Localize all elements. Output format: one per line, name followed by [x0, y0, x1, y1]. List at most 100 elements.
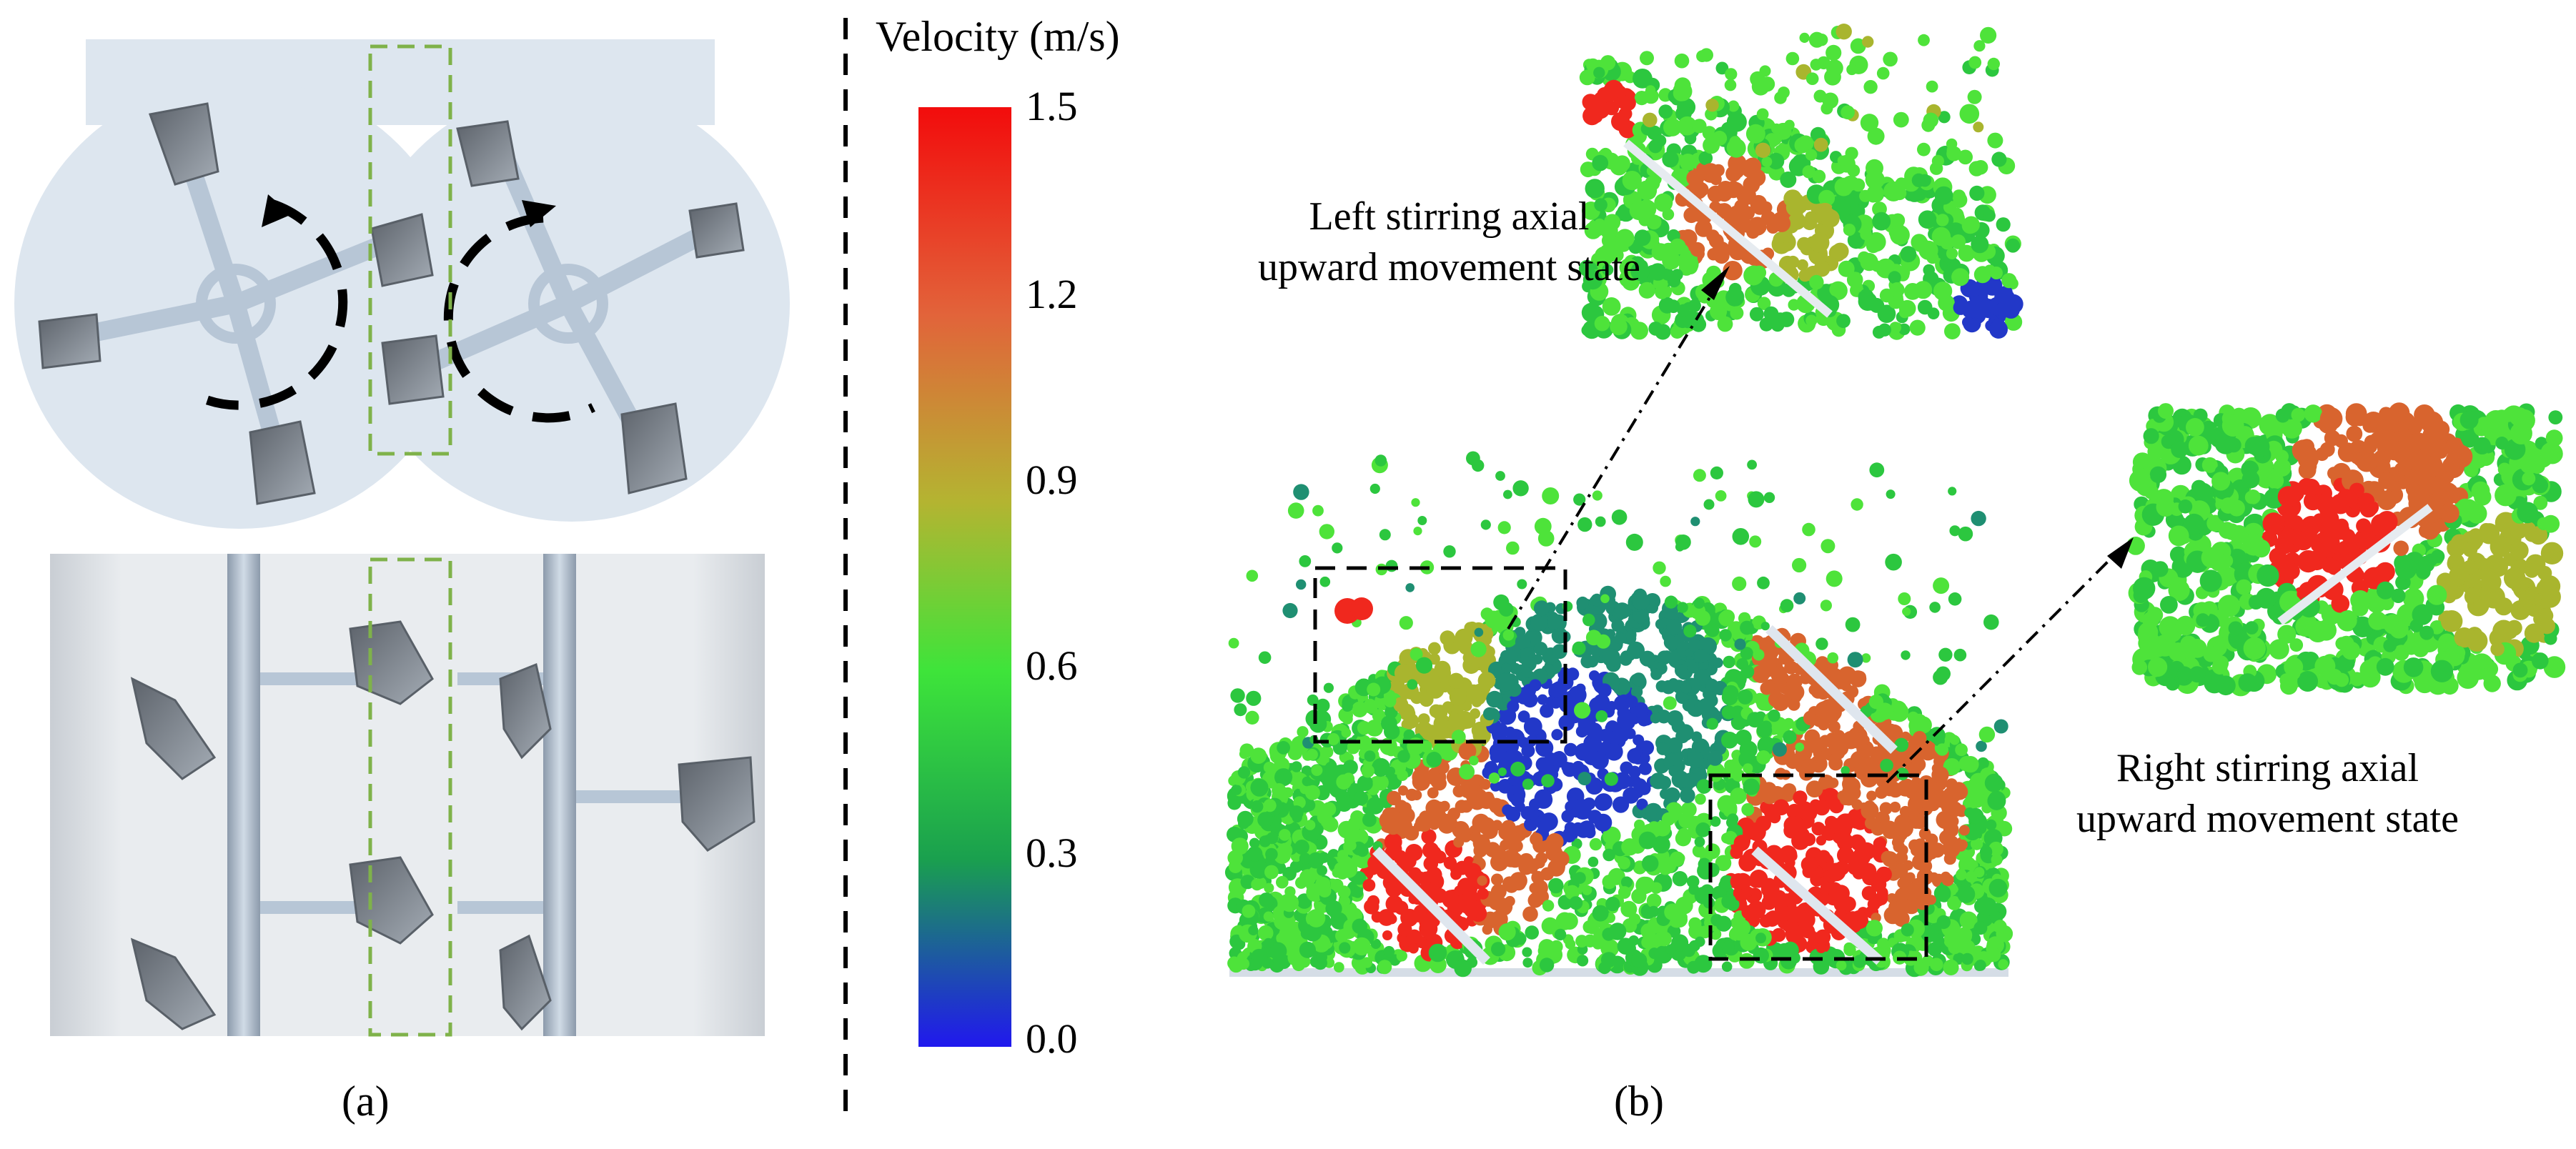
particle: [1573, 493, 1586, 506]
particle: [1837, 790, 1848, 801]
particle: [1551, 681, 1567, 697]
particle: [1322, 776, 1336, 790]
particle: [1457, 877, 1475, 895]
particle: [1838, 260, 1855, 277]
particle: [1662, 251, 1681, 270]
particle: [2274, 536, 2294, 554]
particle: [2143, 428, 2159, 444]
particle: [1624, 727, 1636, 740]
particle: [1299, 555, 1312, 567]
particle: [1717, 795, 1736, 814]
particle: [1983, 614, 1999, 630]
particle: [1489, 742, 1507, 760]
particle: [1383, 945, 1395, 958]
particle: [1860, 114, 1879, 132]
particle: [1454, 959, 1472, 978]
particle: [1542, 900, 1555, 912]
particle: [2307, 620, 2329, 642]
particle: [1662, 151, 1679, 168]
particle: [1874, 710, 1886, 722]
particle: [1663, 635, 1678, 650]
particle: [1747, 459, 1758, 470]
particle: [2346, 444, 2360, 457]
particle: [1258, 651, 1272, 665]
particle: [1933, 577, 1950, 595]
particle: [1782, 783, 1797, 797]
particle: [1724, 669, 1743, 687]
particle: [1333, 962, 1344, 973]
particle: [1510, 761, 1526, 777]
particle: [1820, 539, 1836, 554]
particle: [1757, 297, 1771, 311]
particle: [1678, 121, 1693, 136]
particle: [1577, 517, 1592, 532]
particle: [1279, 829, 1291, 841]
particle: [1822, 92, 1839, 109]
particle: [1833, 896, 1850, 912]
particle: [1325, 900, 1342, 917]
particle: [1634, 229, 1651, 247]
particle: [2485, 410, 2507, 433]
particle: [1287, 502, 1304, 519]
particle: [2002, 294, 2018, 311]
particle: [2481, 667, 2496, 682]
particle: [1419, 692, 1434, 707]
particle: [1227, 850, 1243, 866]
particle: [1248, 925, 1259, 936]
particle: [1263, 911, 1274, 922]
particle: [1316, 951, 1327, 963]
particle: [1415, 657, 1433, 674]
particle: [2537, 517, 2550, 531]
particle: [2304, 404, 2322, 423]
particle: [1363, 700, 1378, 714]
particle: [2275, 408, 2290, 423]
particle: [2532, 477, 2549, 494]
particle: [1501, 662, 1512, 674]
right-annotation-line2: upward movement state: [2076, 797, 2459, 842]
particle: [1950, 735, 1960, 745]
particle: [1615, 229, 1635, 248]
particle: [2512, 662, 2528, 678]
particle: [1247, 846, 1263, 862]
particle: [2006, 238, 2021, 253]
particle: [2138, 622, 2159, 642]
particle: [1898, 323, 1911, 335]
particle: [1631, 952, 1648, 968]
particle: [1491, 873, 1503, 886]
particle: [1605, 896, 1620, 912]
particle: [1342, 713, 1353, 725]
particle: [1871, 822, 1885, 836]
particle: [1902, 607, 1911, 616]
particle: [1780, 230, 1793, 244]
particle: [1805, 314, 1818, 327]
particle: [1533, 600, 1550, 617]
particle: [1319, 576, 1331, 587]
particle: [1577, 716, 1595, 733]
particle: [1229, 958, 1244, 973]
particle: [1284, 886, 1296, 897]
particle: [1361, 957, 1373, 968]
particle: [1385, 559, 1398, 572]
particle: [2518, 591, 2535, 607]
particle: [1967, 89, 1982, 104]
particle: [1808, 737, 1824, 754]
particle: [2313, 539, 2335, 562]
particle: [2359, 667, 2381, 688]
particle: [1307, 694, 1319, 706]
particle: [1453, 837, 1465, 848]
particle: [1934, 186, 1953, 205]
particle: [1753, 649, 1765, 661]
particle: [1907, 711, 1919, 723]
particle: [1786, 255, 1800, 269]
particle: [2440, 610, 2463, 632]
particle: [1792, 557, 1807, 573]
particle: [1866, 184, 1884, 202]
particle: [1623, 632, 1637, 645]
particle: [1405, 844, 1423, 862]
particle: [2219, 554, 2234, 568]
particle: [1877, 304, 1896, 324]
particle: [1320, 745, 1334, 759]
particle: [1815, 929, 1831, 945]
right-annotation-line1: Right stirring axial: [2116, 746, 2419, 790]
particle: [2133, 577, 2156, 600]
